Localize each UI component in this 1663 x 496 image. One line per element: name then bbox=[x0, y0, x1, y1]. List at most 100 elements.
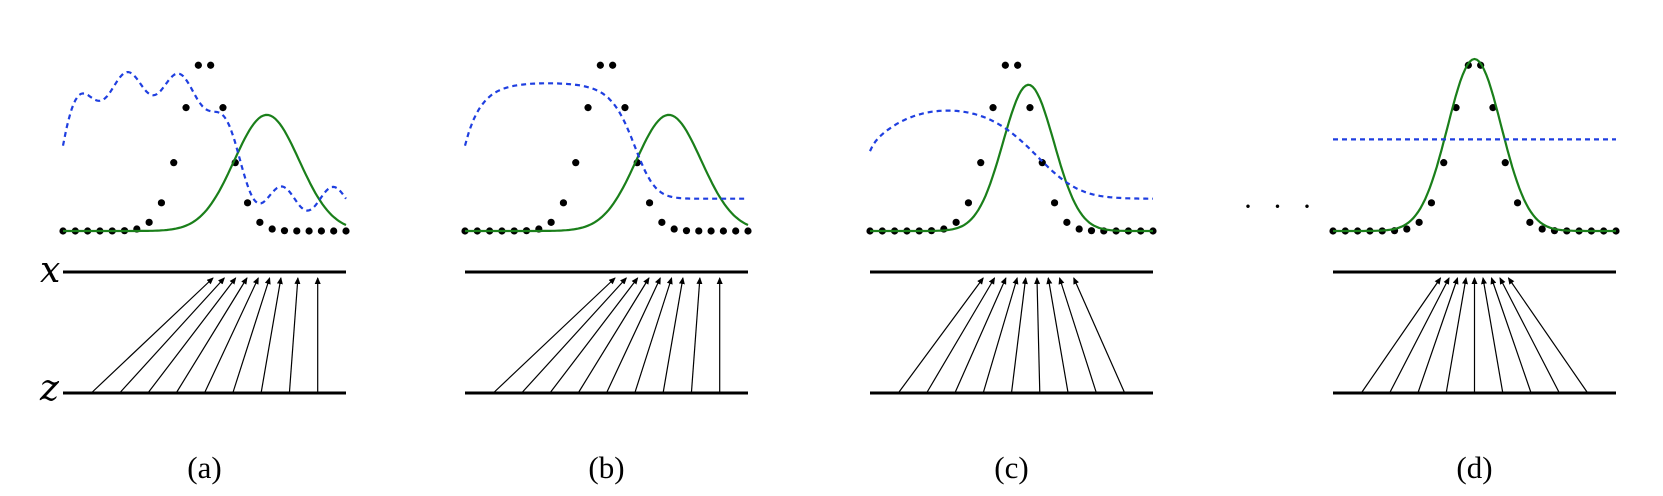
data-point bbox=[1050, 199, 1059, 207]
data-point bbox=[584, 104, 592, 112]
mapping-arrow bbox=[605, 277, 661, 394]
mapping-arrow bbox=[1481, 277, 1504, 394]
mapping-arrow bbox=[232, 277, 271, 394]
data-point bbox=[682, 227, 691, 235]
mapping-arrow bbox=[1360, 277, 1442, 394]
mapping-arrow bbox=[1010, 277, 1028, 394]
panel-label: (b) bbox=[588, 450, 624, 485]
data-point bbox=[207, 61, 215, 69]
data-point bbox=[609, 61, 617, 69]
panel-label: (d) bbox=[1456, 450, 1492, 485]
generator-curve bbox=[870, 83, 1153, 233]
data-point bbox=[1087, 227, 1096, 235]
data-point bbox=[317, 227, 325, 235]
panel-4: (d) bbox=[1329, 57, 1620, 485]
data-point bbox=[1014, 61, 1022, 69]
mapping-arrow bbox=[1073, 277, 1126, 394]
data-point bbox=[1538, 225, 1546, 233]
mapping-arrow bbox=[1507, 277, 1589, 394]
data-point bbox=[1489, 104, 1497, 112]
mapping-arrow bbox=[288, 277, 301, 394]
mapping-arrow bbox=[1046, 277, 1069, 394]
data-point bbox=[547, 218, 555, 226]
data-point bbox=[1063, 218, 1071, 226]
data-point bbox=[695, 227, 703, 235]
data-point bbox=[1075, 225, 1083, 233]
data-point bbox=[1513, 199, 1522, 207]
data-point bbox=[194, 61, 202, 69]
mapping-arrow bbox=[549, 277, 639, 394]
data-point bbox=[280, 227, 289, 235]
data-point bbox=[670, 225, 678, 233]
data-point bbox=[559, 199, 568, 207]
data-point bbox=[342, 227, 350, 235]
data-point bbox=[719, 227, 727, 235]
data-point bbox=[1415, 218, 1423, 226]
data-point bbox=[572, 159, 580, 167]
panel-1: (a) bbox=[59, 61, 350, 485]
data-point bbox=[621, 104, 629, 112]
discriminator-curve bbox=[869, 109, 1153, 200]
mapping-arrow bbox=[897, 277, 984, 394]
data-point bbox=[157, 199, 166, 207]
data-point bbox=[219, 104, 227, 112]
mapping-arrow bbox=[662, 277, 685, 394]
panel-2: (b) bbox=[461, 61, 752, 485]
panel-3: (c) bbox=[866, 61, 1157, 485]
mapping-arrow bbox=[954, 277, 1007, 394]
data-point bbox=[977, 159, 985, 167]
data-point bbox=[1403, 225, 1411, 233]
mapping-arrow bbox=[119, 277, 225, 394]
mapping-arrow bbox=[521, 277, 627, 394]
data-point bbox=[1452, 104, 1460, 112]
data-point bbox=[1427, 199, 1436, 207]
mapping-arrow bbox=[260, 277, 283, 394]
data-point bbox=[293, 227, 301, 235]
data-point bbox=[744, 227, 752, 235]
data-point bbox=[952, 218, 960, 226]
data-point bbox=[268, 225, 276, 233]
data-point bbox=[1501, 159, 1509, 167]
z-axis-label: z bbox=[39, 368, 60, 409]
data-point bbox=[732, 227, 740, 235]
mapping-arrow bbox=[147, 277, 237, 394]
data-point bbox=[989, 104, 997, 112]
data-point bbox=[596, 61, 604, 69]
mapping-arrow bbox=[175, 277, 248, 394]
mapping-arrow bbox=[1417, 277, 1459, 394]
mapping-arrow bbox=[634, 277, 673, 394]
mapping-arrow bbox=[982, 277, 1019, 394]
mapping-arrow bbox=[492, 277, 616, 394]
data-point bbox=[305, 227, 313, 235]
data-point bbox=[645, 199, 654, 207]
ellipsis: · · · bbox=[1243, 190, 1318, 223]
panels: (a) (b) (c) (d) bbox=[59, 57, 1620, 485]
mapping-arrow bbox=[1034, 277, 1041, 394]
mapping-arrow bbox=[1490, 277, 1532, 394]
mapping-arrow bbox=[577, 277, 650, 394]
mapping-arrow bbox=[690, 277, 703, 394]
data-point bbox=[145, 218, 153, 226]
mapping-arrow bbox=[90, 277, 214, 394]
panel-label: (a) bbox=[187, 450, 221, 485]
generator-curve bbox=[1333, 57, 1616, 233]
discriminator-curve bbox=[463, 82, 748, 200]
mapping-arrow bbox=[1499, 277, 1560, 394]
data-point bbox=[170, 159, 178, 167]
data-point bbox=[707, 227, 715, 235]
x-axis-label: x bbox=[40, 250, 60, 291]
discriminator-curve bbox=[61, 71, 347, 212]
data-point bbox=[243, 199, 252, 207]
generator-curve bbox=[465, 113, 749, 233]
generator-curve bbox=[63, 113, 347, 233]
mapping-arrow bbox=[1445, 277, 1468, 394]
data-point bbox=[658, 218, 666, 226]
data-point bbox=[182, 104, 190, 112]
data-point bbox=[1026, 104, 1034, 112]
mapping-arrow bbox=[926, 277, 996, 394]
data-point bbox=[1001, 61, 1009, 69]
mapping-arrow bbox=[1058, 277, 1097, 394]
data-point bbox=[1526, 218, 1534, 226]
mapping-arrow bbox=[203, 277, 259, 394]
